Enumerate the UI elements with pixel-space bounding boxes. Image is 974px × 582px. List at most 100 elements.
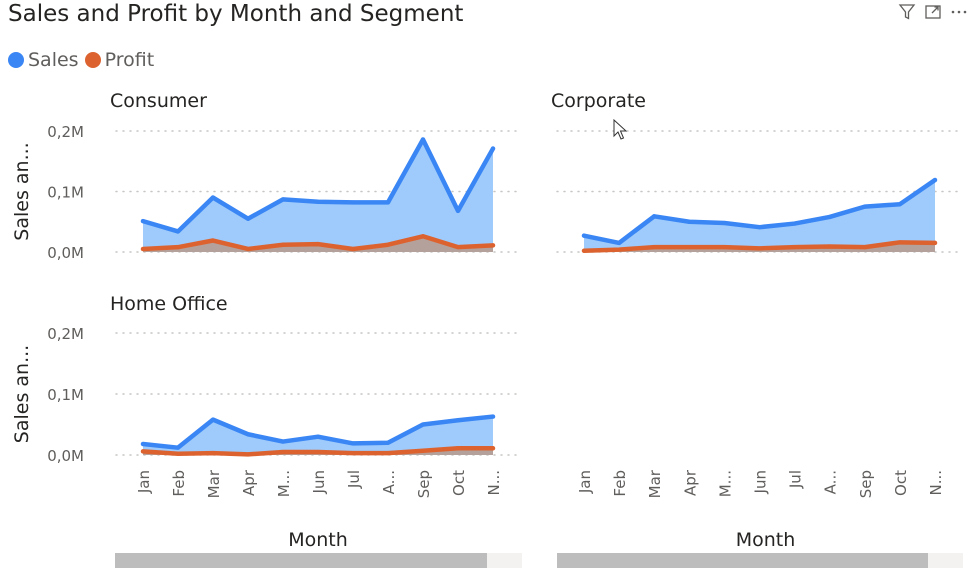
profit-point-home-office [386,451,390,456]
profit-point-home-office [246,452,250,457]
sales-point-consumer [211,195,215,200]
sales-point-consumer [176,229,180,234]
mouse-cursor-icon [613,119,627,140]
profit-point-corporate [722,245,727,250]
sales-point-corporate [757,225,762,230]
sales-point-corporate [792,221,797,226]
more-options-icon[interactable] [950,3,968,21]
sales-point-home-office [281,439,285,444]
sales-point-home-office [246,432,250,437]
x-axis-title: Month [288,529,348,551]
profit-point-consumer [211,238,215,243]
panel-home-office: Home Office 0,0M 0,1M 0,2M Sales an... [11,293,519,465]
sales-point-consumer [351,200,355,205]
sales-point-corporate [897,202,902,207]
sales-point-consumer [421,137,425,142]
profit-point-corporate [652,245,657,250]
profit-point-home-office [491,446,495,451]
visual-header-icons [898,3,968,21]
focus-mode-icon[interactable] [924,3,942,21]
y-tick-label: 0,0M [47,244,84,262]
panel-title-consumer: Consumer [110,90,207,112]
profit-point-home-office [421,448,425,453]
x-scrollbar-thumb[interactable] [557,553,928,568]
filter-icon[interactable] [898,3,916,21]
profit-point-home-office [456,446,460,451]
sales-point-consumer [491,146,495,151]
y-tick-label: 0,1M [47,386,84,404]
profit-point-corporate [827,244,832,249]
profit-point-corporate [687,245,692,250]
x-tick-label: Apr [240,469,258,496]
profit-point-consumer [421,234,425,239]
profit-point-corporate [582,248,586,253]
y-tick-label: 0,2M [47,325,84,343]
y-tick-label: 0,0M [47,447,84,465]
profit-point-consumer [491,243,495,248]
x-tick-label: Jul [345,470,363,489]
legend-label-sales: Sales [28,49,79,71]
x-tick-label: Mar [646,469,664,498]
x-tick-label: Oct [892,470,910,496]
profit-point-consumer [456,245,460,250]
sales-point-home-office [386,440,390,445]
profit-point-consumer [176,245,180,250]
chart-title: Sales and Profit by Month and Segment [8,1,464,27]
sales-point-corporate [862,204,867,209]
legend-item-profit[interactable]: Profit [84,49,155,71]
sales-point-consumer [246,216,250,221]
profit-point-consumer [316,242,320,247]
x-tick-label: Mar [205,469,223,498]
x-tick-label: Feb [170,470,188,497]
profit-point-home-office [141,449,145,454]
profit-point-corporate [757,246,762,251]
x-tick-label: Sep [857,470,875,498]
x-tick-label: M... [275,470,293,497]
panel-corporate: Corporate [551,90,961,254]
sales-point-corporate [617,240,622,245]
profit-area-corporate [584,242,935,252]
profit-point-home-office [316,449,320,454]
sales-point-home-office [316,434,320,439]
x-axis-title: Month [736,529,796,551]
panel-title-home-office: Home Office [110,293,228,315]
sales-area-corporate [584,180,935,252]
legend-marker-profit [84,52,101,68]
profit-point-consumer [386,242,390,247]
x-tick-label: Jan [135,470,153,494]
panel-consumer: Consumer 0,0M 0,1M 0,2M Sales an... [11,90,519,262]
sales-point-consumer [456,208,460,213]
sales-point-consumer [386,200,390,205]
x-tick-label: Jul [787,470,805,489]
sales-area-home-office [143,416,493,455]
sales-point-corporate [722,220,727,225]
y-axis-title: Sales an... [11,142,33,240]
profit-point-home-office [281,449,285,454]
sales-point-home-office [211,417,215,422]
sales-point-consumer [141,219,145,224]
x-tick-label: A... [380,470,398,494]
sales-point-home-office [351,441,355,446]
profit-point-corporate [897,240,902,245]
profit-point-consumer [281,242,285,247]
sales-point-home-office [456,418,460,423]
x-tick-label: M... [716,470,734,497]
x-tick-label: A... [822,470,840,494]
profit-point-consumer [141,246,145,251]
legend-item-sales[interactable]: Sales [8,49,79,71]
legend-label-profit: Profit [104,49,155,71]
legend-marker-sales [8,52,24,68]
sales-point-corporate [827,214,832,219]
sales-point-consumer [281,197,285,202]
panel-title-corporate: Corporate [551,90,646,112]
x-tick-label: Oct [450,470,468,496]
x-tick-label: Apr [681,469,699,496]
profit-point-home-office [211,451,215,456]
sales-area-consumer [143,139,493,252]
x-scrollbar-thumb[interactable] [115,553,487,568]
y-tick-label: 0,2M [47,123,84,141]
y-axis-title: Sales an... [11,345,33,443]
x-tick-label: Jan [576,470,594,494]
x-tick-label: Jun [310,470,328,494]
